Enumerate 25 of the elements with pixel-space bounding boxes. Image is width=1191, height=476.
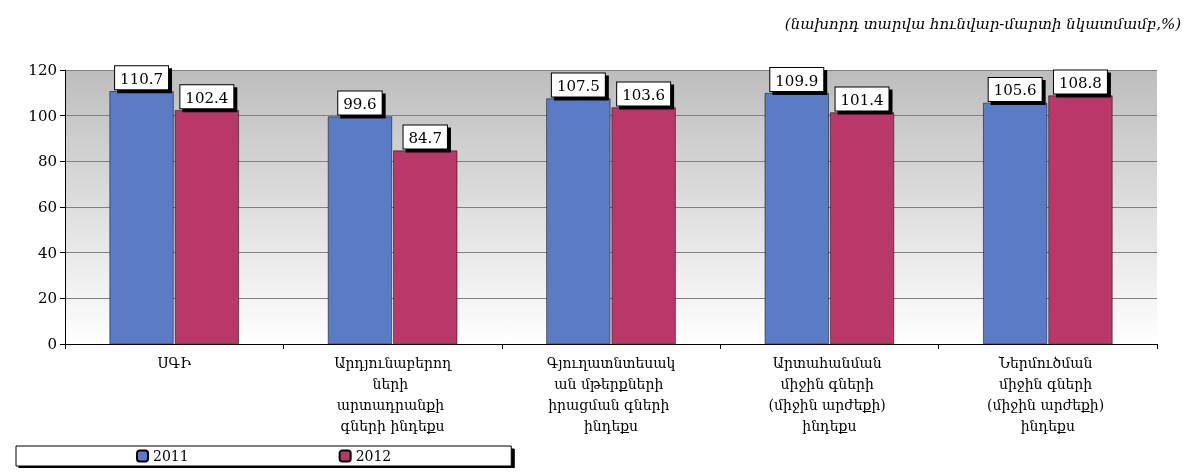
data-label: 103.6: [622, 85, 666, 104]
x-tick-label: Արտահանման միջին գների (միջին արժեքի) ինդեքս: [768, 354, 891, 434]
legend-label: 2011: [153, 448, 189, 464]
data-label: 107.5: [556, 77, 600, 96]
data-label: 109.9: [775, 71, 819, 90]
x-tick-label: Գյուղատնտեսական մթերքների իրացման գների ինդեքս: [546, 354, 676, 434]
legend-label: 2012: [355, 448, 392, 464]
y-tick-label: 20: [37, 289, 57, 308]
data-label: 84.7: [408, 129, 442, 148]
chart-subtitle: (նախորդ տարվա հունվար-մարտի նկատմամբ,%): [784, 14, 1182, 33]
data-label: 108.8: [1058, 74, 1102, 93]
y-tick-label: 40: [37, 243, 57, 262]
data-label: 101.4: [840, 90, 884, 109]
y-tick-label: 80: [37, 152, 57, 171]
y-tick-label: 120: [28, 61, 57, 79]
data-label: 110.7: [120, 69, 164, 88]
y-tick-label: 0: [47, 335, 57, 353]
data-label: 105.6: [993, 81, 1037, 100]
data-label: 99.6: [343, 95, 377, 114]
y-tick-label: 60: [37, 198, 57, 216]
data-label: 102.4: [185, 88, 229, 107]
x-tick-label: Ներմուծման միջին գների (միջին արժեքի) ինդեքս: [986, 354, 1109, 434]
y-tick-label: 100: [28, 106, 57, 125]
x-tick-label: Արդյունաբերողների արտադրանքի գների ինդեքս: [334, 354, 453, 434]
x-tick-label: ՍԳԻ: [157, 354, 192, 371]
